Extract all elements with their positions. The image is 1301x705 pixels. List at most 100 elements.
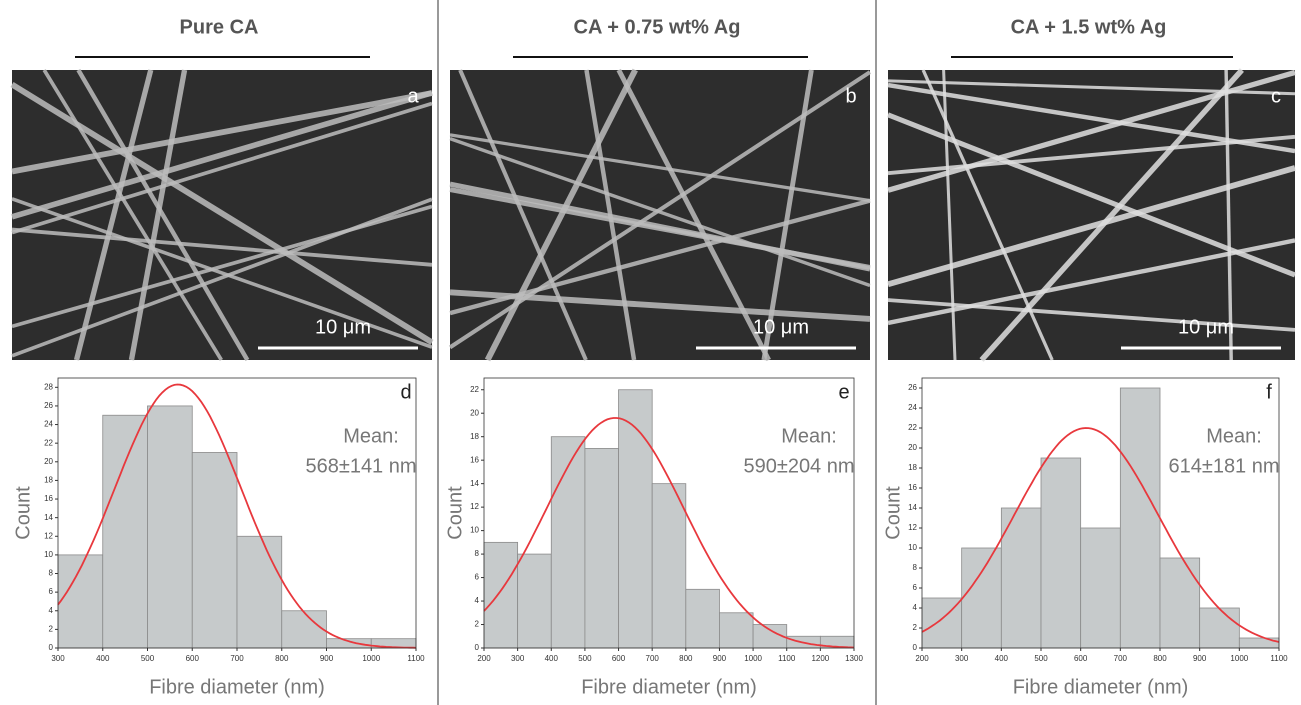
- x-tick-label: 1000: [1230, 654, 1248, 663]
- bar: [686, 589, 720, 648]
- y-tick-label: 0: [913, 643, 918, 652]
- y-tick-label: 12: [908, 523, 917, 532]
- bar: [103, 415, 148, 648]
- y-tick-label: 24: [908, 403, 917, 412]
- mean-label: Mean:: [781, 425, 837, 447]
- image-title: Pure CA: [180, 16, 259, 38]
- y-tick-label: 20: [908, 443, 917, 452]
- x-tick-label: 1100: [407, 654, 425, 663]
- bar: [327, 639, 372, 648]
- x-axis-label: Fibre diameter (nm): [149, 676, 325, 698]
- y-tick-label: 26: [44, 401, 53, 410]
- bar: [1200, 608, 1240, 648]
- x-tick-label: 400: [545, 654, 559, 663]
- y-tick-label: 8: [475, 549, 480, 558]
- x-tick-label: 400: [995, 654, 1009, 663]
- bar: [962, 548, 1002, 648]
- x-tick-label: 800: [1153, 654, 1167, 663]
- panel-label: e: [838, 381, 849, 403]
- y-tick-label: 6: [475, 573, 480, 582]
- y-tick-label: 20: [44, 457, 53, 466]
- mean-value: 590±204 nm: [743, 455, 854, 477]
- x-axis-label: Fibre diameter (nm): [1013, 676, 1189, 698]
- y-tick-label: 6: [49, 587, 54, 596]
- bar: [1041, 458, 1081, 648]
- bar: [484, 542, 518, 648]
- image-label: a: [407, 85, 419, 107]
- x-tick-label: 900: [320, 654, 334, 663]
- x-tick-label: 700: [646, 654, 660, 663]
- x-tick-label: 1300: [845, 654, 863, 663]
- y-tick-label: 2: [913, 623, 918, 632]
- mean-label: Mean:: [343, 425, 399, 447]
- y-tick-label: 0: [49, 643, 54, 652]
- bar: [1081, 528, 1121, 648]
- y-tick-label: 24: [44, 420, 53, 429]
- bar: [192, 452, 237, 648]
- x-tick-label: 500: [578, 654, 592, 663]
- x-tick-label: 300: [955, 654, 969, 663]
- panel-label: f: [1266, 381, 1272, 403]
- y-tick-label: 16: [470, 455, 479, 464]
- y-tick-label: 12: [470, 502, 479, 511]
- y-tick-label: 10: [470, 526, 479, 535]
- y-tick-label: 28: [44, 382, 53, 391]
- x-tick-label: 200: [477, 654, 491, 663]
- x-tick-label: 700: [230, 654, 244, 663]
- y-tick-label: 4: [913, 603, 918, 612]
- bar: [719, 613, 753, 648]
- image-title: CA + 0.75 wt% Ag: [574, 16, 741, 38]
- y-tick-label: 4: [49, 606, 54, 615]
- y-tick-label: 8: [49, 569, 54, 578]
- y-tick-label: 22: [470, 385, 479, 394]
- x-tick-label: 900: [1193, 654, 1207, 663]
- x-tick-label: 400: [96, 654, 110, 663]
- y-tick-label: 22: [908, 423, 917, 432]
- y-tick-label: 6: [913, 583, 918, 592]
- mean-label: Mean:: [1206, 425, 1262, 447]
- x-tick-label: 300: [51, 654, 65, 663]
- y-tick-label: 2: [475, 620, 480, 629]
- x-tick-label: 700: [1114, 654, 1128, 663]
- y-tick-label: 10: [44, 550, 53, 559]
- x-axis-label: Fibre diameter (nm): [581, 676, 757, 698]
- y-tick-label: 14: [44, 513, 53, 522]
- x-tick-label: 1000: [362, 654, 380, 663]
- y-axis-label: Count: [12, 486, 34, 540]
- bar: [148, 406, 193, 648]
- mean-value: 568±141 nm: [305, 455, 416, 477]
- y-tick-label: 18: [908, 463, 917, 472]
- image-label: b: [845, 85, 856, 107]
- y-tick-label: 18: [44, 476, 53, 485]
- scale-bar-label: 10 μm: [315, 316, 371, 338]
- x-tick-label: 900: [713, 654, 727, 663]
- bar: [237, 536, 282, 648]
- y-tick-label: 2: [49, 624, 54, 633]
- bar: [652, 484, 686, 648]
- y-tick-label: 14: [908, 503, 917, 512]
- x-tick-label: 1100: [1270, 654, 1288, 663]
- y-tick-label: 16: [44, 494, 53, 503]
- panel-label: d: [400, 381, 411, 403]
- x-tick-label: 800: [275, 654, 289, 663]
- y-tick-label: 16: [908, 483, 917, 492]
- bar: [1120, 388, 1160, 648]
- bar: [585, 448, 619, 648]
- y-tick-label: 26: [908, 383, 917, 392]
- x-tick-label: 1100: [778, 654, 796, 663]
- x-tick-label: 1200: [811, 654, 829, 663]
- bar: [1160, 558, 1200, 648]
- x-tick-label: 500: [141, 654, 155, 663]
- bar: [1239, 638, 1279, 648]
- x-tick-label: 600: [1074, 654, 1088, 663]
- y-tick-label: 12: [44, 531, 53, 540]
- y-tick-label: 14: [470, 479, 479, 488]
- x-tick-label: 300: [511, 654, 525, 663]
- y-tick-label: 4: [475, 596, 480, 605]
- y-tick-label: 0: [475, 643, 480, 652]
- y-tick-label: 10: [908, 543, 917, 552]
- y-axis-label: Count: [882, 486, 904, 540]
- bar: [551, 437, 585, 648]
- bar: [282, 611, 327, 648]
- x-tick-label: 200: [915, 654, 929, 663]
